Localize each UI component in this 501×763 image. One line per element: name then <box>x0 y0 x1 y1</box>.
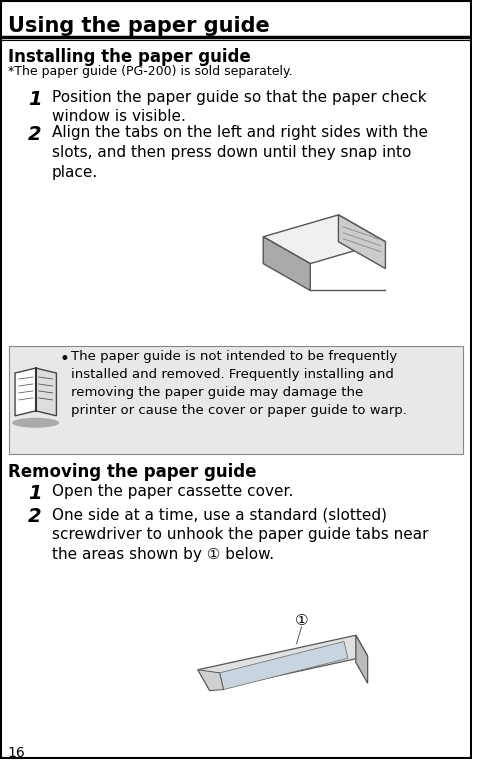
Text: One side at a time, use a standard (slotted)
screwdriver to unhook the paper gui: One side at a time, use a standard (slot… <box>52 507 427 562</box>
Text: 2: 2 <box>28 507 42 526</box>
Text: Removing the paper guide: Removing the paper guide <box>8 462 256 481</box>
Polygon shape <box>355 636 367 684</box>
Polygon shape <box>15 368 36 416</box>
Text: Open the paper cassette cover.: Open the paper cassette cover. <box>52 485 293 500</box>
Text: 16: 16 <box>8 746 25 760</box>
Text: 2: 2 <box>28 125 42 144</box>
Text: Installing the paper guide: Installing the paper guide <box>8 48 250 66</box>
Text: 1: 1 <box>28 89 42 108</box>
Text: ①: ① <box>294 613 308 628</box>
Polygon shape <box>338 215 385 269</box>
Polygon shape <box>197 636 367 691</box>
Text: Align the tabs on the left and right sides with the
slots, and then press down u: Align the tabs on the left and right sid… <box>52 125 427 180</box>
Polygon shape <box>263 215 385 263</box>
Text: Using the paper guide: Using the paper guide <box>8 16 269 36</box>
Text: *The paper guide (PG-200) is sold separately.: *The paper guide (PG-200) is sold separa… <box>8 65 292 78</box>
Polygon shape <box>263 237 310 291</box>
Ellipse shape <box>12 418 59 428</box>
Text: Position the paper guide so that the paper check
window is visible.: Position the paper guide so that the pap… <box>52 89 425 124</box>
FancyBboxPatch shape <box>10 346 461 454</box>
Text: The paper guide is not intended to be frequently
installed and removed. Frequent: The paper guide is not intended to be fr… <box>70 350 406 417</box>
Polygon shape <box>219 642 347 690</box>
Text: •: • <box>59 350 69 369</box>
Polygon shape <box>36 368 56 416</box>
Text: 1: 1 <box>28 485 42 504</box>
Polygon shape <box>197 670 223 691</box>
